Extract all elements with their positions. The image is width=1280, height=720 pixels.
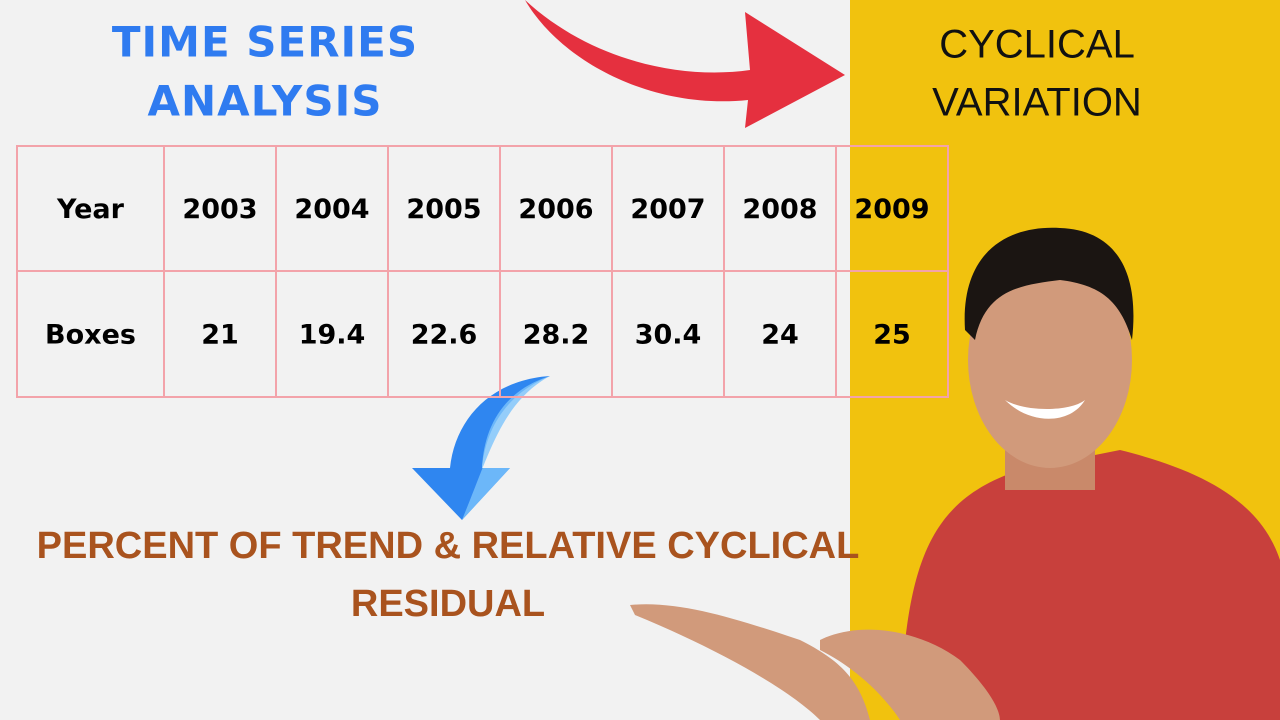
side-line: CYCLICAL	[939, 23, 1135, 67]
cell-text: 21	[201, 320, 239, 351]
cell-text: 30.4	[635, 320, 702, 351]
cell-text: Year	[56, 194, 125, 225]
cell-text: 22.6	[411, 320, 478, 351]
cell-text: 28.2	[523, 320, 590, 351]
title-line: ANALYSIS	[148, 77, 383, 126]
data-table: Year 2003 2004 2005 2006 2007 2008 2009 Boxes 21 1…	[16, 145, 949, 398]
right-hand	[820, 629, 1000, 720]
red-arrow	[525, 0, 845, 128]
cell-text: 24	[761, 320, 799, 351]
hair	[964, 227, 1134, 340]
left-hand	[630, 604, 870, 720]
table-cell	[835, 270, 949, 398]
side-line: VARIATION	[932, 81, 1142, 125]
cell-text: 2003	[182, 194, 257, 225]
cell-text: 2009	[854, 194, 929, 225]
cell-text: 19.4	[299, 320, 366, 351]
cell-text: 2006	[518, 194, 593, 225]
footer-line: RESIDUAL	[351, 583, 545, 625]
shirt	[900, 450, 1280, 720]
cell-text: 2004	[294, 194, 369, 225]
face	[968, 252, 1132, 468]
presenter	[630, 227, 1280, 720]
cell-text: 2007	[630, 194, 705, 225]
title-line: TIME SERIES	[112, 18, 418, 67]
blue-arrow-highlight	[462, 376, 550, 520]
cell-text: 2005	[406, 194, 481, 225]
smile	[1005, 400, 1085, 419]
cell-text: 25	[873, 320, 911, 351]
blue-arrow	[412, 376, 550, 520]
footer-line: PERCENT OF TREND & RELATIVE CYCLICAL	[37, 525, 860, 567]
cell-text: Boxes	[45, 320, 136, 351]
cell-text: 2008	[742, 194, 817, 225]
